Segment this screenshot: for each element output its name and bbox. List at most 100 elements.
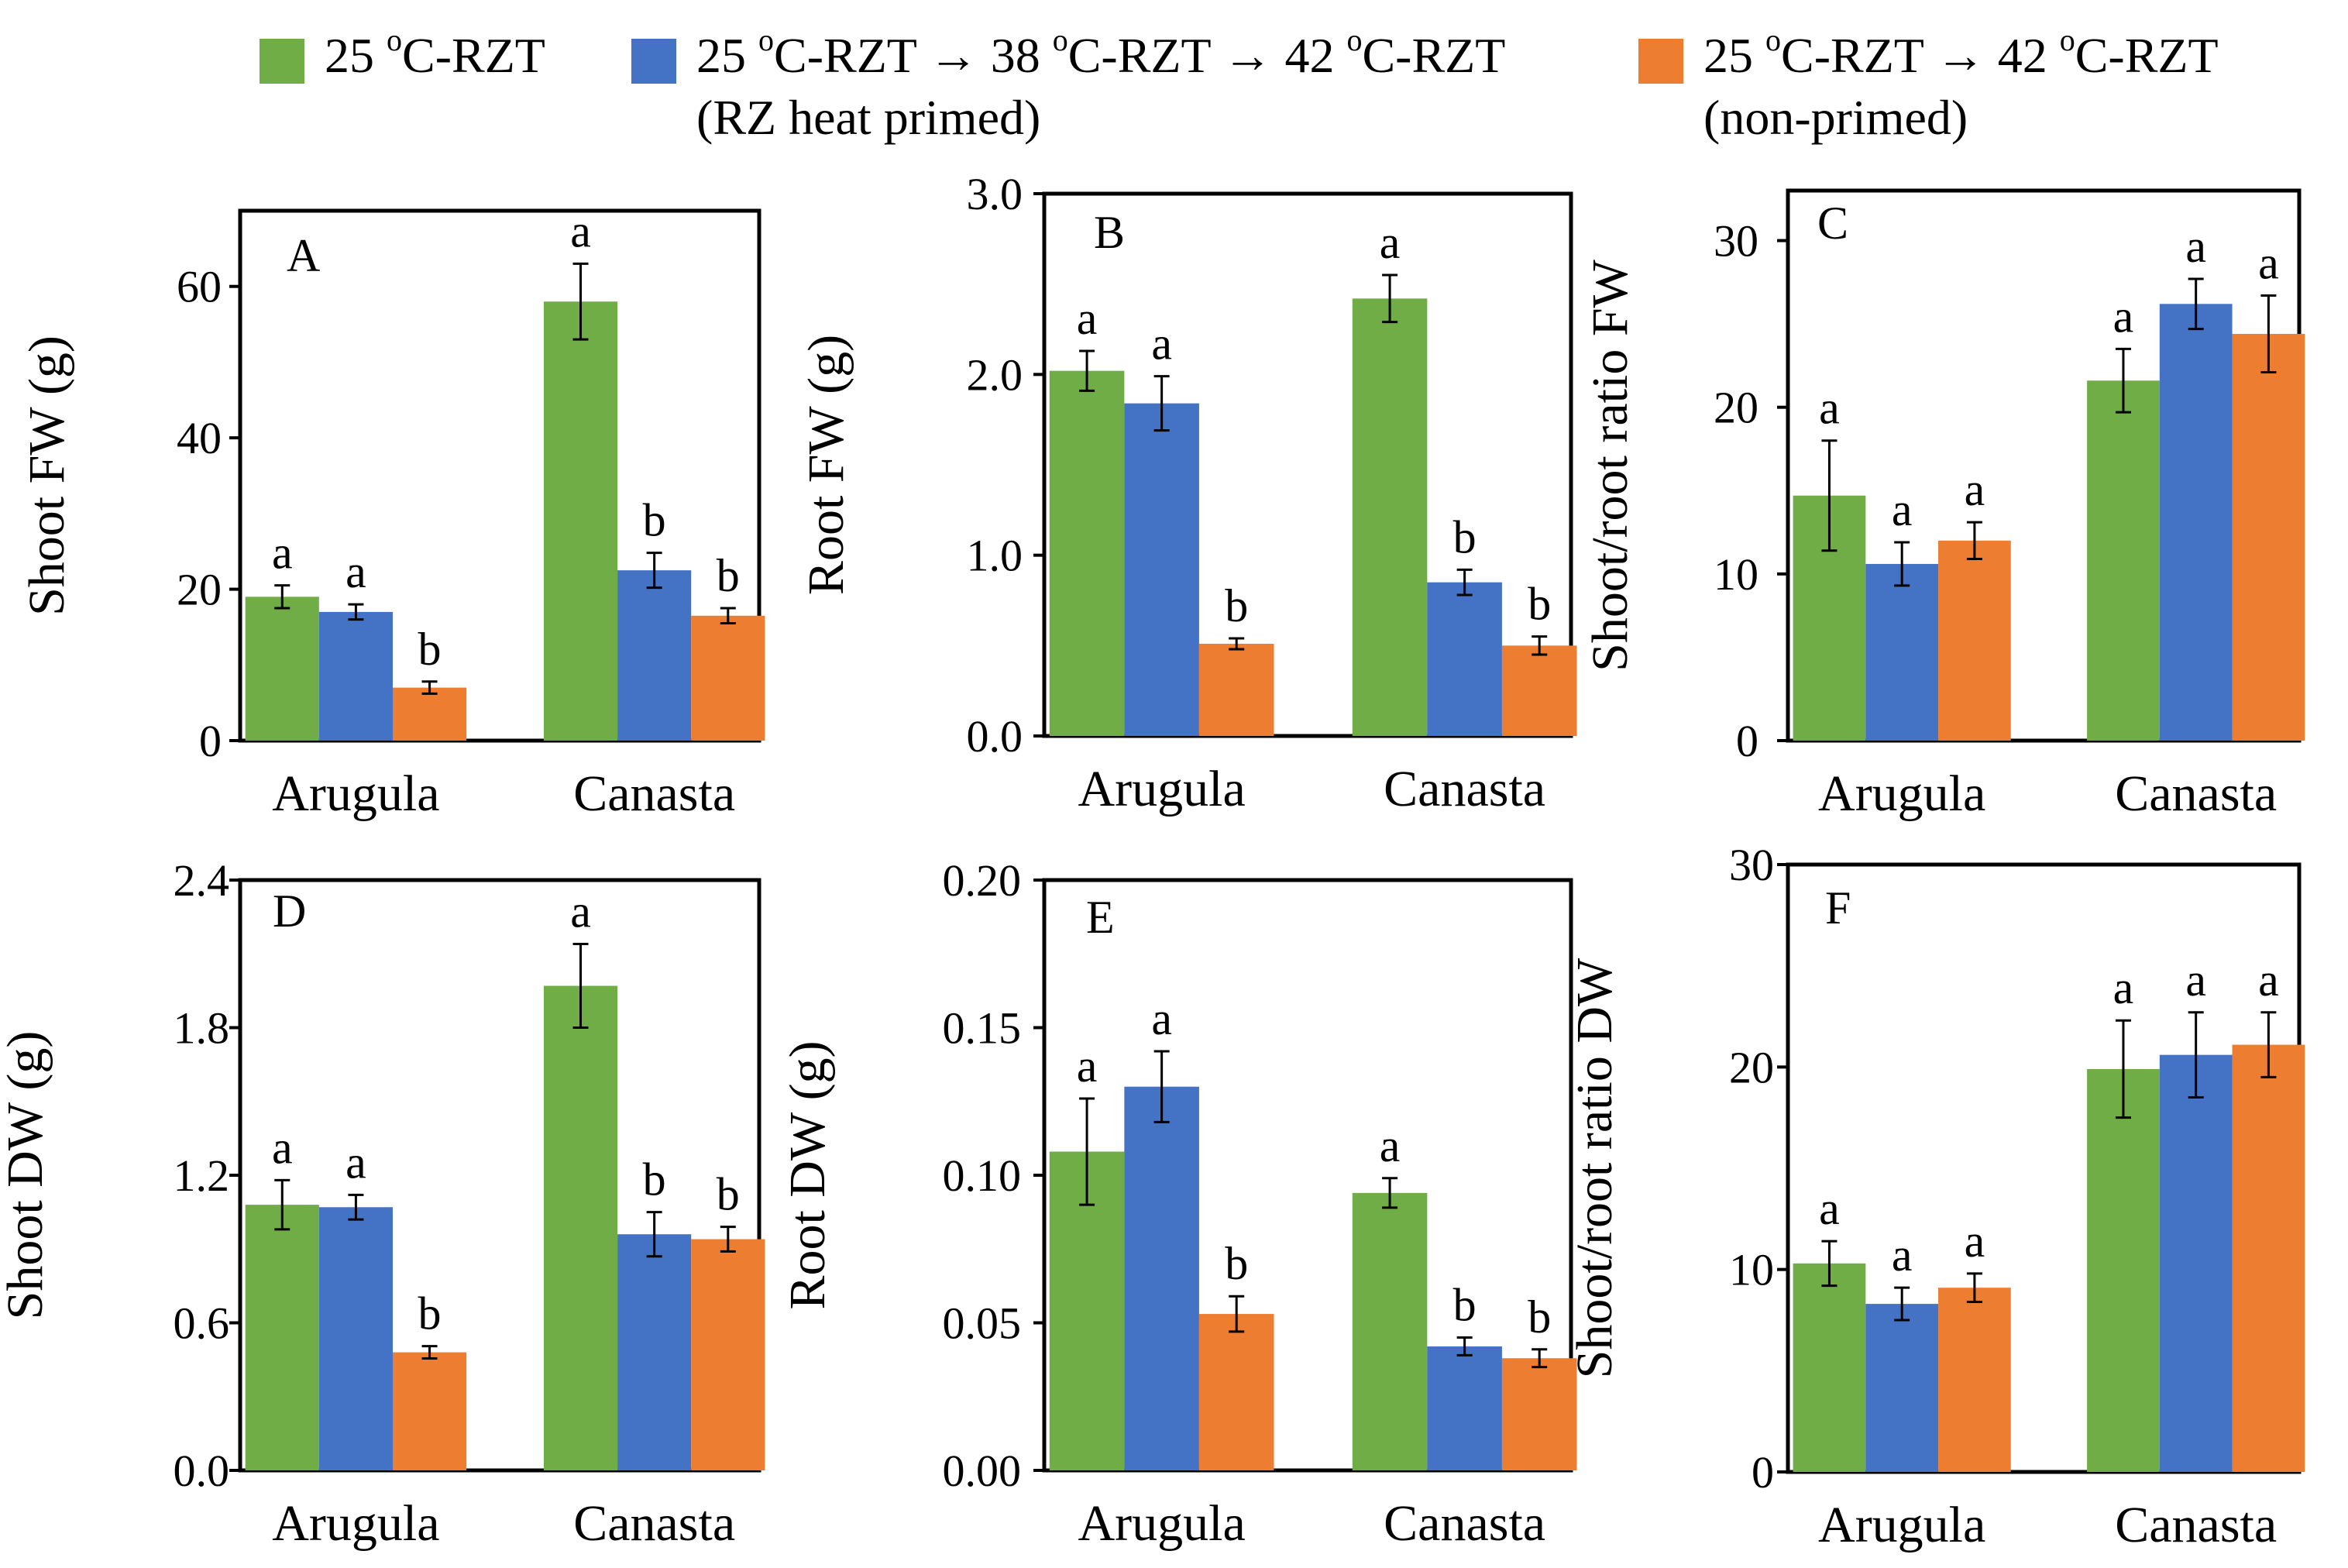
error-bar-b-arugula-orange <box>1229 637 1245 651</box>
error-bar-f-canasta-green <box>2115 1019 2131 1119</box>
sig-letter-a-arugula-green: a <box>272 528 293 579</box>
error-bar-e-arugula-green <box>1079 1097 1095 1206</box>
x-category-label-c-canasta: Canasta <box>2115 765 2277 822</box>
sig-letter-e-canasta-green: a <box>1380 1120 1401 1171</box>
y-axis-label-b: Root FW (g) <box>798 335 854 595</box>
bar-b-canasta-blue <box>1427 582 1502 736</box>
error-bar-e-arugula-orange <box>1229 1295 1245 1333</box>
bar-c-arugula-orange <box>1938 540 2011 741</box>
error-bar-e-arugula-blue <box>1153 1050 1170 1123</box>
error-bar-f-arugula-green <box>1821 1240 1837 1288</box>
y-tick-label-a: 40 <box>177 413 222 463</box>
sig-letter-f-canasta-green: a <box>2113 962 2134 1013</box>
error-bar-c-canasta-green <box>2115 347 2131 414</box>
sig-letter-a-canasta-orange: b <box>717 550 740 601</box>
panel-label-c: C <box>1817 198 1848 249</box>
y-axis-label-d: Shoot DW (g) <box>0 1031 53 1320</box>
bar-d-canasta-blue <box>617 1234 692 1470</box>
legend-item-nonprimed: 25 oC-RZT → 42 oC-RZT (non-primed) <box>1638 24 2219 149</box>
sig-letter-f-arugula-orange: a <box>1965 1216 1985 1267</box>
y-tick-label-e: 0.05 <box>943 1298 1022 1349</box>
x-category-label-a-arugula: Arugula <box>272 765 439 822</box>
legend-item-25C: 25 oC-RZT <box>260 24 545 87</box>
legend: 25 oC-RZT 25 oC-RZT → 38 oC-RZT → 42 oC-… <box>0 0 2348 155</box>
y-tick-label-d: 2.4 <box>174 855 230 906</box>
error-bar-d-arugula-blue <box>348 1193 364 1221</box>
y-tick-label-e: 0.10 <box>943 1150 1022 1201</box>
x-category-label-d-canasta: Canasta <box>573 1495 735 1552</box>
bar-d-canasta-green <box>543 985 618 1470</box>
error-bar-b-arugula-green <box>1079 349 1095 392</box>
y-tick-label-c: 30 <box>1714 216 1758 266</box>
error-bar-a-arugula-blue <box>348 603 364 621</box>
y-tick-label-f: 20 <box>1729 1042 1774 1092</box>
bar-a-arugula-blue <box>318 611 393 741</box>
x-category-label-e-canasta: Canasta <box>1384 1495 1545 1552</box>
y-tick-label-b: 1.0 <box>967 531 1023 581</box>
error-bar-d-canasta-green <box>572 943 589 1029</box>
x-category-label-a-canasta: Canasta <box>573 765 735 822</box>
error-bar-d-canasta-blue <box>646 1211 662 1258</box>
y-tick-label-a: 60 <box>177 262 222 312</box>
bar-f-canasta-blue <box>2159 1054 2233 1472</box>
sig-letter-e-arugula-green: a <box>1077 1040 1098 1092</box>
y-tick-label-e: 0.15 <box>943 1003 1022 1054</box>
error-bar-c-arugula-blue <box>1894 541 1910 587</box>
chart-panel-d: 0.0 0.6 1.2 1.8 2.4 Shoot DW (g) Da a b Arugula a b… <box>0 855 765 1552</box>
error-bar-b-canasta-blue <box>1456 568 1473 597</box>
error-bar-c-arugula-orange <box>1966 521 1982 560</box>
y-axis-label-a: Shoot FW (g) <box>19 335 75 616</box>
sig-letter-d-canasta-blue: b <box>643 1154 666 1205</box>
bar-c-canasta-blue <box>2159 304 2233 741</box>
sig-letter-c-arugula-green: a <box>1819 383 1840 434</box>
error-bar-a-arugula-orange <box>421 680 438 695</box>
sig-letter-d-canasta-green: a <box>570 886 591 937</box>
bar-e-arugula-blue <box>1124 1086 1199 1470</box>
sig-letter-b-canasta-orange: b <box>1528 579 1551 630</box>
sig-letter-b-arugula-orange: b <box>1225 580 1248 631</box>
y-axis-label-e: Root DW (g) <box>779 1040 836 1309</box>
panel-label-d: D <box>273 885 306 937</box>
y-tick-label-d: 1.2 <box>174 1150 230 1201</box>
sig-letter-c-arugula-blue: a <box>1892 484 1913 535</box>
sig-letter-b-arugula-green: a <box>1077 293 1098 344</box>
error-bar-a-arugula-green <box>274 584 290 610</box>
sig-letter-c-canasta-green: a <box>2113 291 2134 342</box>
bar-b-arugula-orange <box>1198 644 1274 736</box>
y-tick-label-c: 20 <box>1714 383 1758 433</box>
bar-d-arugula-blue <box>318 1207 393 1470</box>
error-bar-c-arugula-green <box>1821 439 1837 552</box>
sig-letter-e-canasta-orange: b <box>1528 1291 1551 1343</box>
legend-swatch-green <box>260 39 304 84</box>
sig-letter-a-canasta-blue: b <box>643 495 666 546</box>
panel-label-f: F <box>1825 882 1851 934</box>
bar-a-canasta-blue <box>617 570 692 741</box>
bar-d-arugula-green <box>245 1205 319 1470</box>
y-tick-label-b: 3.0 <box>967 169 1023 219</box>
bar-f-arugula-green <box>1793 1263 1866 1472</box>
error-bar-a-canasta-blue <box>646 552 662 590</box>
sig-letter-b-canasta-blue: b <box>1453 511 1477 562</box>
error-bar-d-canasta-orange <box>720 1226 736 1253</box>
y-tick-label-f: 0 <box>1752 1447 1774 1498</box>
bar-a-arugula-green <box>245 597 319 741</box>
legend-label-primed: 25 oC-RZT → 38 oC-RZT → 42 oC-RZT (RZ he… <box>696 22 1506 145</box>
sig-letter-c-canasta-orange: a <box>2258 238 2279 289</box>
bar-c-arugula-blue <box>1865 563 1939 741</box>
error-bar-e-canasta-blue <box>1456 1336 1473 1357</box>
sig-letter-e-canasta-blue: b <box>1453 1280 1477 1331</box>
bar-b-canasta-orange <box>1501 645 1577 736</box>
x-category-label-d-arugula: Arugula <box>272 1495 439 1552</box>
error-bar-a-canasta-orange <box>720 607 736 625</box>
sig-letter-c-arugula-orange: a <box>1965 464 1985 515</box>
error-bar-b-canasta-orange <box>1532 635 1548 656</box>
error-bar-f-canasta-blue <box>2188 1011 2204 1099</box>
bar-c-canasta-green <box>2087 380 2160 741</box>
bar-e-canasta-blue <box>1427 1346 1502 1470</box>
sig-letter-e-arugula-blue: a <box>1151 993 1172 1044</box>
legend-swatch-blue <box>631 39 676 84</box>
panel-label-b: B <box>1094 207 1125 258</box>
sig-letter-f-arugula-green: a <box>1819 1183 1840 1234</box>
